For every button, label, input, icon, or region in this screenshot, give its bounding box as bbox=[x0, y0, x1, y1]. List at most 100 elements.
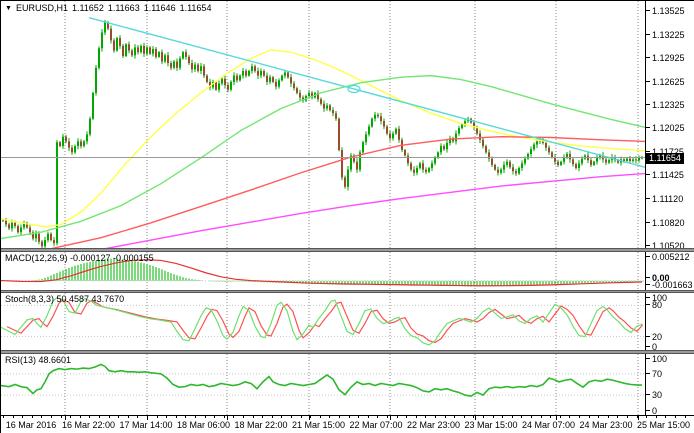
axis-tick bbox=[646, 284, 650, 285]
axis-tick bbox=[646, 410, 650, 411]
axis-tick bbox=[646, 358, 650, 359]
time-tick bbox=[224, 416, 225, 418]
time-tick bbox=[435, 416, 436, 418]
time-tick-major bbox=[556, 416, 557, 420]
time-tick bbox=[301, 416, 302, 418]
time-tick bbox=[214, 416, 215, 418]
stochastic-panel[interactable] bbox=[1, 293, 645, 350]
time-tick bbox=[358, 416, 359, 418]
axis-label: 0 bbox=[652, 342, 658, 352]
axis-label: 1.13225 bbox=[652, 29, 685, 40]
time-tick bbox=[195, 416, 196, 418]
time-tick bbox=[339, 416, 340, 418]
time-tick bbox=[416, 416, 417, 418]
axis-tick bbox=[646, 297, 650, 298]
time-tick-major bbox=[638, 416, 639, 420]
ohlc-open: 1.11652 bbox=[71, 3, 104, 13]
time-tick bbox=[531, 416, 532, 418]
time-tick bbox=[109, 416, 110, 418]
current-price-tag: 1.11654 bbox=[646, 152, 684, 164]
time-tick bbox=[617, 416, 618, 418]
time-tick bbox=[406, 416, 407, 418]
time-tick bbox=[13, 416, 14, 418]
time-label: 16 Mar 22:00 bbox=[61, 420, 116, 430]
axis-label: 1.11120 bbox=[652, 194, 684, 205]
axis-tick bbox=[646, 245, 650, 247]
time-tick bbox=[310, 416, 311, 418]
time-tick bbox=[253, 416, 254, 418]
time-tick-major bbox=[227, 416, 228, 420]
time-tick bbox=[51, 416, 52, 418]
time-label: 24 Mar 23:00 bbox=[579, 420, 633, 430]
time-tick bbox=[329, 416, 330, 418]
rsi-axis[interactable]: 100 70 30 0 bbox=[645, 354, 694, 416]
time-tick-major bbox=[475, 416, 476, 420]
axis-label: 1.10520 bbox=[652, 241, 685, 252]
panel-separator[interactable] bbox=[1, 290, 694, 293]
macd-panel[interactable] bbox=[1, 252, 645, 290]
time-tick bbox=[233, 416, 234, 418]
time-tick bbox=[589, 416, 590, 418]
stoch-label: Stoch(8,3,3) 50.4587 43.7670 bbox=[5, 294, 125, 304]
rsi-panel[interactable] bbox=[1, 354, 645, 415]
axis-tick bbox=[646, 57, 650, 58]
time-tick bbox=[205, 416, 206, 418]
axis-label: 1.12625 bbox=[652, 76, 685, 87]
time-tick bbox=[646, 416, 647, 418]
axis-tick bbox=[646, 80, 650, 82]
axis-tick bbox=[646, 174, 650, 176]
price-axis[interactable]: 1.13525 1.13225 1.12925 1.12625 1.12325 1.120… bbox=[645, 1, 694, 252]
time-label: 23 Mar 15:00 bbox=[464, 420, 518, 430]
time-tick bbox=[89, 416, 90, 418]
axis-tick bbox=[646, 394, 650, 396]
time-tick bbox=[579, 416, 580, 418]
ohlc-close: 1.11654 bbox=[179, 3, 212, 13]
time-tick bbox=[281, 416, 282, 418]
price-chart-panel[interactable] bbox=[1, 1, 645, 248]
panel-separator[interactable] bbox=[1, 350, 694, 354]
time-tick-major bbox=[65, 416, 66, 420]
macd-axis[interactable]: 0.005212 0.00 -0.001663 bbox=[645, 252, 694, 290]
time-axis[interactable]: 16 Mar 2016 16 Mar 22:00 17 Mar 14:00 18 Ma… bbox=[1, 416, 694, 433]
axis-label: 1.12025 bbox=[652, 123, 685, 134]
axis-tick bbox=[646, 221, 650, 223]
time-tick bbox=[137, 416, 138, 418]
time-tick bbox=[80, 416, 81, 418]
time-tick bbox=[502, 416, 503, 418]
time-label: 16 Mar 2016 bbox=[5, 420, 57, 430]
axis-label: 20 bbox=[652, 331, 663, 342]
axis-tick bbox=[646, 150, 650, 152]
time-tick-major bbox=[147, 416, 148, 420]
stoch-axis[interactable]: 100 80 20 0 bbox=[645, 293, 694, 352]
macd-label: MACD(12,26,9) -0.000127 -0.000155 bbox=[5, 253, 154, 263]
time-tick bbox=[32, 416, 33, 418]
panel-separator[interactable] bbox=[1, 248, 694, 252]
axis-tick bbox=[646, 335, 650, 337]
time-tick bbox=[445, 416, 446, 418]
time-tick bbox=[560, 416, 561, 418]
time-tick-major bbox=[390, 416, 391, 420]
time-label: 24 Mar 07:00 bbox=[521, 420, 576, 430]
time-tick bbox=[128, 416, 129, 418]
time-tick bbox=[493, 416, 494, 418]
axis-tick bbox=[646, 127, 650, 129]
time-label: 18 Mar 06:00 bbox=[176, 420, 231, 430]
axis-label: 1.13525 bbox=[652, 6, 685, 17]
axis-label: 1.10820 bbox=[652, 217, 685, 228]
time-tick bbox=[176, 416, 177, 418]
axis-label: 100 bbox=[652, 293, 668, 303]
axis-label: 1.11725 bbox=[652, 147, 684, 157]
time-tick bbox=[61, 416, 62, 418]
time-tick bbox=[608, 416, 609, 418]
axis-label: 100 bbox=[652, 354, 668, 364]
time-tick bbox=[22, 416, 23, 418]
axis-label: 30 bbox=[652, 390, 663, 401]
time-tick bbox=[262, 416, 263, 418]
time-tick bbox=[425, 416, 426, 418]
symbol-dropdown-icon[interactable]: ▼ bbox=[5, 4, 12, 12]
axis-label: 0.00 bbox=[652, 273, 670, 283]
time-tick bbox=[397, 416, 398, 418]
time-tick bbox=[368, 416, 369, 418]
time-tick bbox=[166, 416, 167, 418]
